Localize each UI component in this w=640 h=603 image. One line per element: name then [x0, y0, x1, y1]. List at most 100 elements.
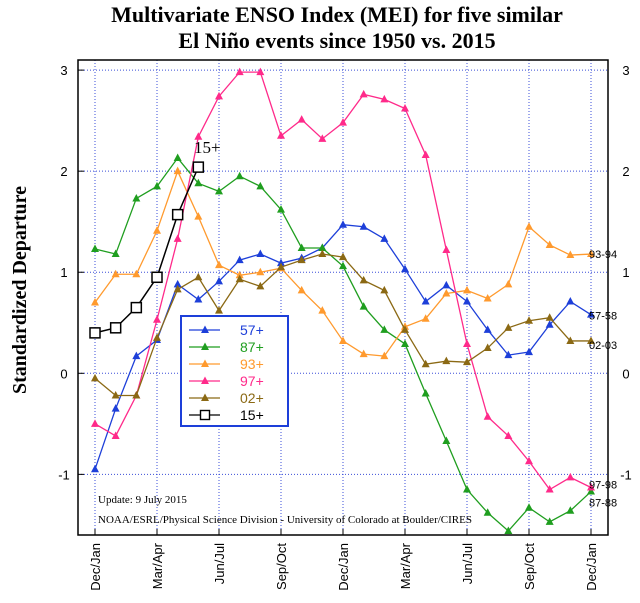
- data-point-triangle: [215, 276, 223, 285]
- data-point-triangle: [401, 264, 409, 273]
- legend-label: 57+: [240, 322, 264, 338]
- data-point-triangle: [194, 212, 203, 220]
- data-point-triangle: [153, 333, 161, 341]
- data-point-triangle: [235, 270, 244, 279]
- data-point-triangle: [421, 314, 430, 322]
- data-point-triangle: [91, 244, 99, 252]
- data-point-triangle: [339, 220, 347, 228]
- legend-item: 97+: [189, 373, 264, 389]
- data-point-triangle: [545, 517, 554, 525]
- y-tick-label-right: -1: [620, 467, 632, 482]
- data-point-triangle: [132, 351, 141, 360]
- data-point-square: [130, 301, 143, 314]
- y-tick-label-right: 2: [622, 164, 629, 179]
- data-point-triangle: [463, 357, 471, 366]
- data-point-triangle: [359, 302, 368, 310]
- y-tick-label-right: 1: [622, 265, 629, 280]
- data-point-triangle: [318, 306, 327, 314]
- legend-label: 87+: [240, 339, 264, 355]
- data-point-triangle: [297, 243, 306, 251]
- data-point-triangle: [339, 336, 347, 344]
- data-point-triangle: [463, 485, 471, 493]
- data-point-triangle: [380, 325, 389, 333]
- series-97plus: [91, 67, 595, 493]
- data-point-triangle: [463, 285, 471, 294]
- legend-item: 57+: [189, 322, 264, 338]
- legend: 57+87+93+97+02+15+: [180, 315, 289, 427]
- x-tick-label: Sep/Oct: [274, 543, 289, 590]
- data-point-square: [89, 327, 101, 339]
- data-point-triangle: [587, 310, 595, 318]
- legend-item: 93+: [189, 356, 264, 372]
- data-point-triangle: [525, 316, 533, 324]
- data-point-triangle: [442, 436, 451, 445]
- data-point-triangle: [380, 351, 389, 360]
- data-point-triangle: [566, 297, 575, 305]
- credit-note: NOAA/ESRL/Physical Science Division - Un…: [98, 514, 472, 526]
- data-point-triangle: [545, 485, 554, 493]
- x-tick-label: Dec/Jan: [336, 543, 351, 591]
- data-point-triangle: [256, 181, 265, 190]
- x-tick-label: Sep/Oct: [522, 543, 537, 590]
- update-note: Update: 9 July 2015: [98, 494, 187, 506]
- data-point-triangle: [235, 255, 244, 264]
- data-point-triangle: [504, 350, 513, 359]
- chart-title-line-2: El Niño events since 1950 vs. 2015: [178, 28, 495, 53]
- data-point-triangle: [401, 325, 409, 333]
- data-point-triangle: [215, 186, 223, 195]
- data-point-triangle: [111, 404, 120, 412]
- data-point-triangle: [194, 178, 203, 187]
- data-point-triangle: [339, 252, 347, 261]
- data-point-triangle: [194, 272, 203, 281]
- legend-swatch-marker: [201, 342, 209, 350]
- data-point-triangle: [235, 171, 244, 180]
- y-tick-label-left: 3: [60, 63, 67, 78]
- data-point-triangle: [194, 295, 203, 303]
- data-point-triangle: [91, 419, 99, 427]
- data-point-triangle: [587, 249, 595, 258]
- legend-label: 97+: [240, 373, 264, 389]
- data-point-triangle: [545, 240, 554, 248]
- data-point-triangle: [173, 279, 182, 288]
- y-tick-label-right: 3: [622, 63, 629, 78]
- x-tick-label: Dec/Jan: [88, 543, 103, 591]
- data-point-triangle: [235, 67, 244, 76]
- data-point-triangle: [483, 412, 492, 420]
- data-point-triangle: [504, 526, 513, 534]
- data-point-triangle: [318, 249, 327, 258]
- end-label-02-03: 02-03: [589, 340, 617, 352]
- data-point-triangle: [173, 153, 182, 162]
- y-tick-label-left: 2: [60, 164, 67, 179]
- data-point-triangle: [587, 483, 595, 491]
- data-point-triangle: [297, 115, 306, 123]
- current-year-annotation: 15+: [194, 138, 221, 157]
- data-point-triangle: [359, 89, 368, 98]
- data-point-triangle: [173, 166, 182, 175]
- x-tick-label: Jun/Jul: [212, 543, 227, 584]
- data-point-triangle: [318, 243, 327, 251]
- data-point-triangle: [111, 249, 120, 258]
- data-point-triangle: [566, 250, 575, 259]
- data-point-triangle: [525, 222, 533, 230]
- legend-label: 15+: [240, 407, 264, 423]
- data-point-triangle: [504, 431, 513, 439]
- series-15plus: [89, 161, 205, 339]
- data-point-triangle: [359, 349, 368, 358]
- data-point-triangle: [132, 193, 141, 202]
- data-point-triangle: [587, 487, 595, 495]
- data-point-triangle: [91, 298, 99, 306]
- data-point-triangle: [380, 234, 389, 242]
- data-point-triangle: [256, 249, 265, 258]
- data-point-triangle: [483, 508, 492, 516]
- data-point-triangle: [421, 389, 430, 397]
- data-point-triangle: [359, 222, 368, 230]
- data-point-triangle: [153, 315, 161, 323]
- series-57plus: [91, 220, 595, 473]
- legend-label: 02+: [240, 390, 264, 406]
- data-point-triangle: [380, 94, 389, 103]
- data-point-triangle: [463, 339, 471, 347]
- data-point-triangle: [442, 245, 451, 253]
- x-tick-label: Dec/Jan: [584, 543, 599, 591]
- data-point-triangle: [318, 134, 327, 142]
